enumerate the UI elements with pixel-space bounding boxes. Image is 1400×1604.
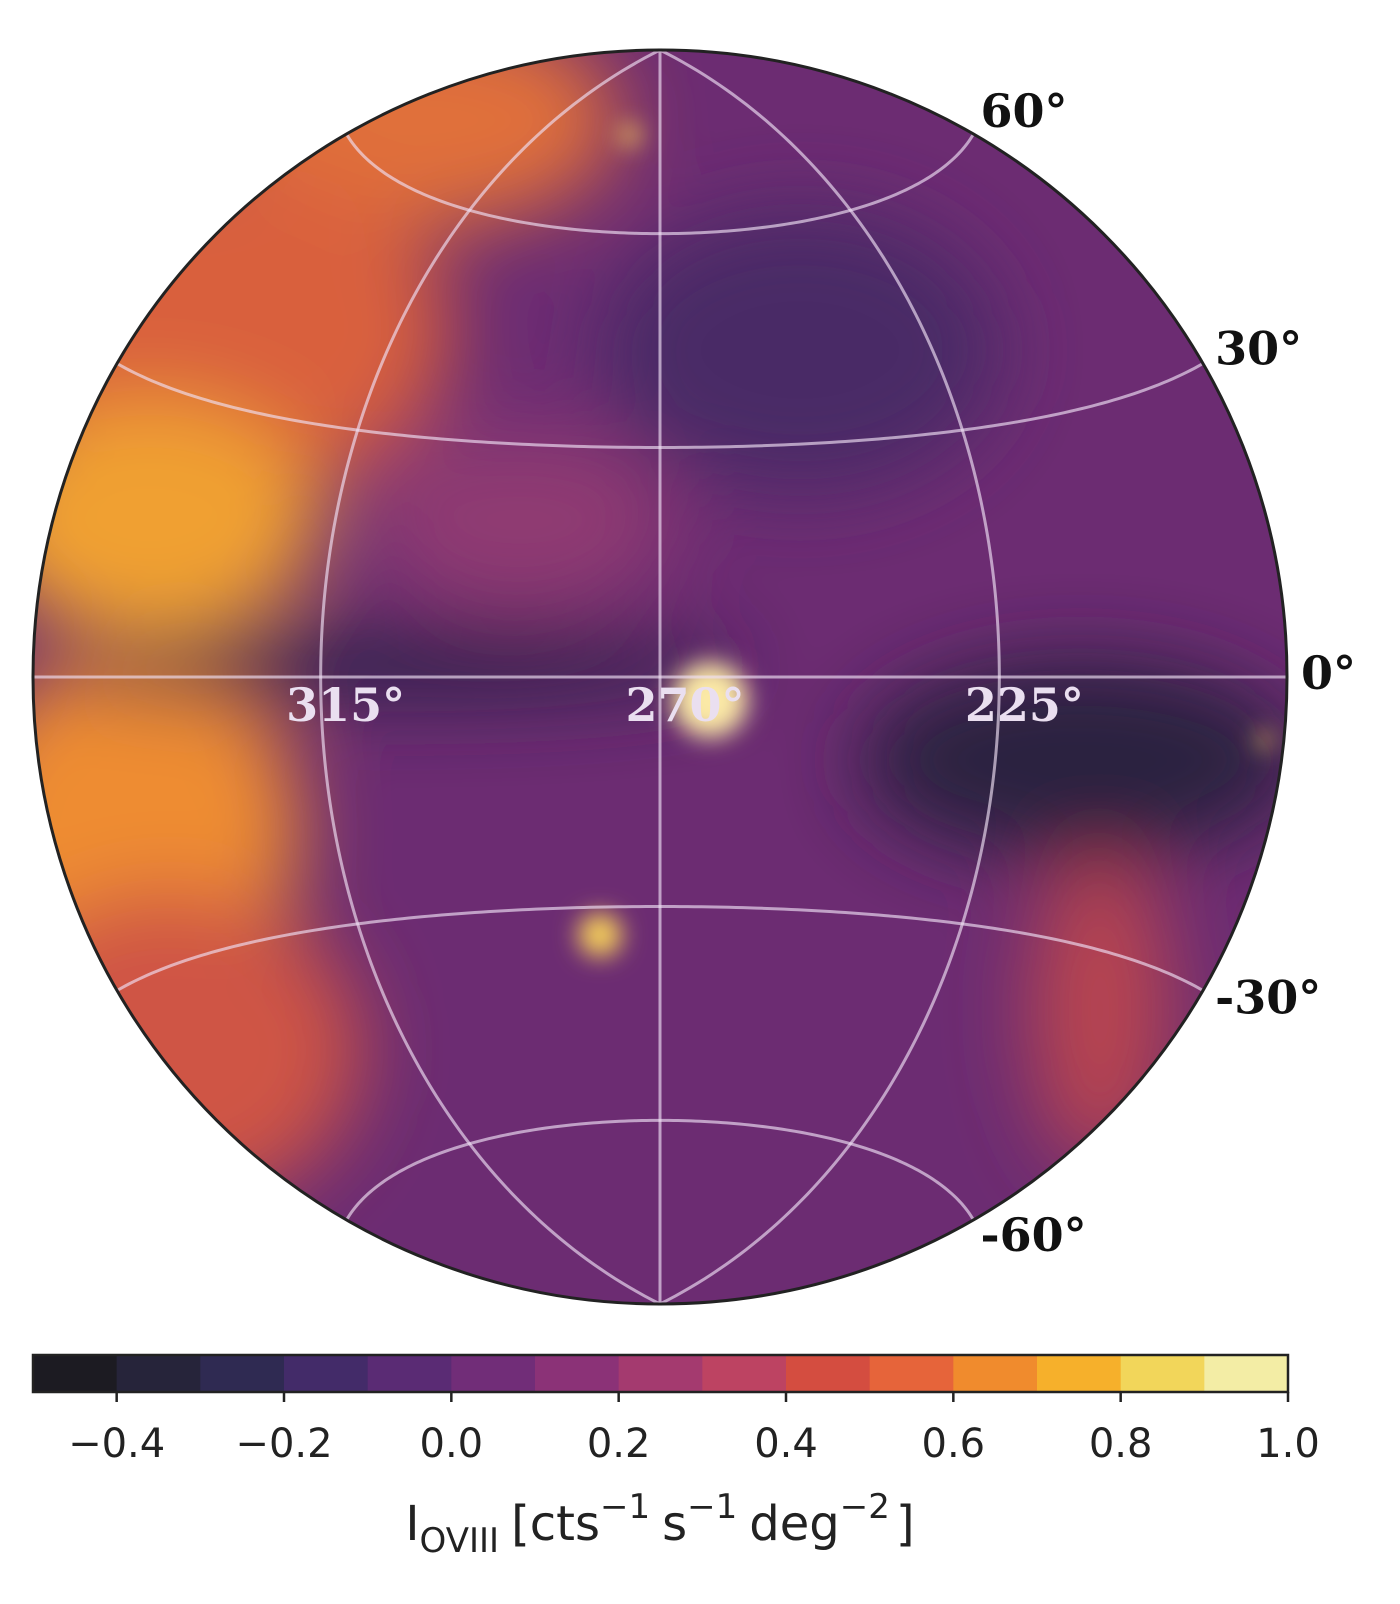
colorbar-bin xyxy=(869,1355,954,1392)
colorbar-tick-label: 0.6 xyxy=(922,1421,986,1467)
lat-label: -30° xyxy=(1215,971,1321,1025)
colorbar-bin xyxy=(702,1355,787,1392)
sky-image xyxy=(33,50,1287,1304)
lon-label: 270° xyxy=(625,678,744,732)
colorbar-bin xyxy=(451,1355,536,1392)
colorbar: −0.4 −0.2 0.0 0.2 0.4 0.6 0.8 1.0 xyxy=(31,1353,1320,1467)
colorbar-tick-label: −0.2 xyxy=(235,1421,332,1467)
label-part: s xyxy=(662,1496,687,1552)
meridian xyxy=(659,48,1001,1306)
colorbar-bin xyxy=(618,1355,703,1392)
label-part: −1 xyxy=(687,1487,737,1527)
colorbar-tick-label: 1.0 xyxy=(1256,1421,1320,1467)
colorbar-frame xyxy=(31,1353,1290,1394)
colorbar-bin xyxy=(200,1355,285,1392)
colorbar-bin xyxy=(1120,1355,1205,1392)
label-part: OVIII xyxy=(420,1521,500,1561)
lon-label: 315° xyxy=(286,678,405,732)
colorbar-tick-label: −0.4 xyxy=(68,1421,165,1467)
lon-label: 225° xyxy=(965,678,1084,732)
colorbar-bin xyxy=(953,1355,1038,1392)
colorbar-bin xyxy=(1204,1355,1289,1392)
graticule xyxy=(33,48,1287,1306)
colorbar-bin xyxy=(1037,1355,1122,1392)
colorbar-tick-label: 0.2 xyxy=(587,1421,651,1467)
map-border xyxy=(31,48,1289,1306)
colorbar-bin xyxy=(367,1355,452,1392)
colorbar-bin xyxy=(33,1355,118,1392)
lat-label: -60° xyxy=(981,1208,1087,1262)
lat-label: 60° xyxy=(981,84,1068,138)
label-part: ] xyxy=(896,1496,915,1552)
grid-labels: 60° 30° 0° -30° -60° 315° 270° 225° xyxy=(286,84,1356,1262)
colorbar-bin xyxy=(284,1355,369,1392)
colorbar-bin xyxy=(786,1355,871,1392)
label-part: −2 xyxy=(840,1487,890,1527)
colorbar-bin xyxy=(116,1355,201,1392)
label-part: deg xyxy=(749,1496,839,1552)
meridian xyxy=(319,48,661,1306)
label-part: [cts xyxy=(511,1496,600,1552)
colorbar-tick-label: 0.0 xyxy=(420,1421,484,1467)
colorbar-tick-label: 0.4 xyxy=(754,1421,818,1467)
label-part: −1 xyxy=(600,1487,650,1527)
colorbar-bin xyxy=(535,1355,620,1392)
label-part: I xyxy=(405,1496,419,1552)
lat-label: 0° xyxy=(1301,646,1356,700)
colorbar-label: IOVIII [cts−1 s−1 deg−2] xyxy=(405,1487,914,1561)
lat-label: 30° xyxy=(1215,322,1302,376)
colorbar-tick-label: 0.8 xyxy=(1089,1421,1153,1467)
